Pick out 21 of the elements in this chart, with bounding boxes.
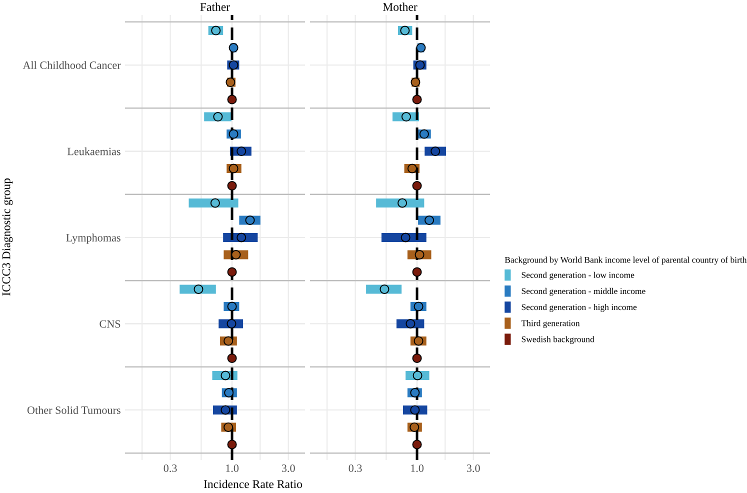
legend-title: Background by World Bank income level of parental country of birth [504, 256, 747, 265]
y-tick-label: All Childhood Cancer [22, 61, 121, 69]
x-tick-label: 0.3 [164, 464, 177, 472]
chart-title: Mother [382, 2, 418, 11]
x-tick-label: 1.0 [411, 464, 424, 472]
y-tick-label: CNS [100, 320, 120, 328]
x-tick-label: 1.0 [226, 464, 239, 472]
y-tick-label: Lymphomas [66, 234, 120, 244]
y-axis-title: ICCC3 Diagnostic group [2, 178, 13, 296]
legend-label: Second generation - middle income [522, 288, 646, 296]
x-axis-title: Incidence Rate Ratio [204, 480, 302, 488]
x-tick-label: 3.0 [466, 464, 480, 472]
legend-label: Swedish background [522, 336, 594, 344]
x-tick-label: 0.3 [348, 464, 362, 472]
legend-label: Second generation - high income [522, 304, 637, 312]
x-tick-label: 3.0 [282, 464, 295, 472]
chart-title: Father [200, 2, 230, 11]
legend-label: Second generation - low income [522, 272, 634, 280]
legend-label: Third generation [521, 320, 580, 328]
y-tick-label: Other Solid Tumours [27, 406, 120, 414]
y-tick-label: Leukaemias [67, 147, 120, 156]
